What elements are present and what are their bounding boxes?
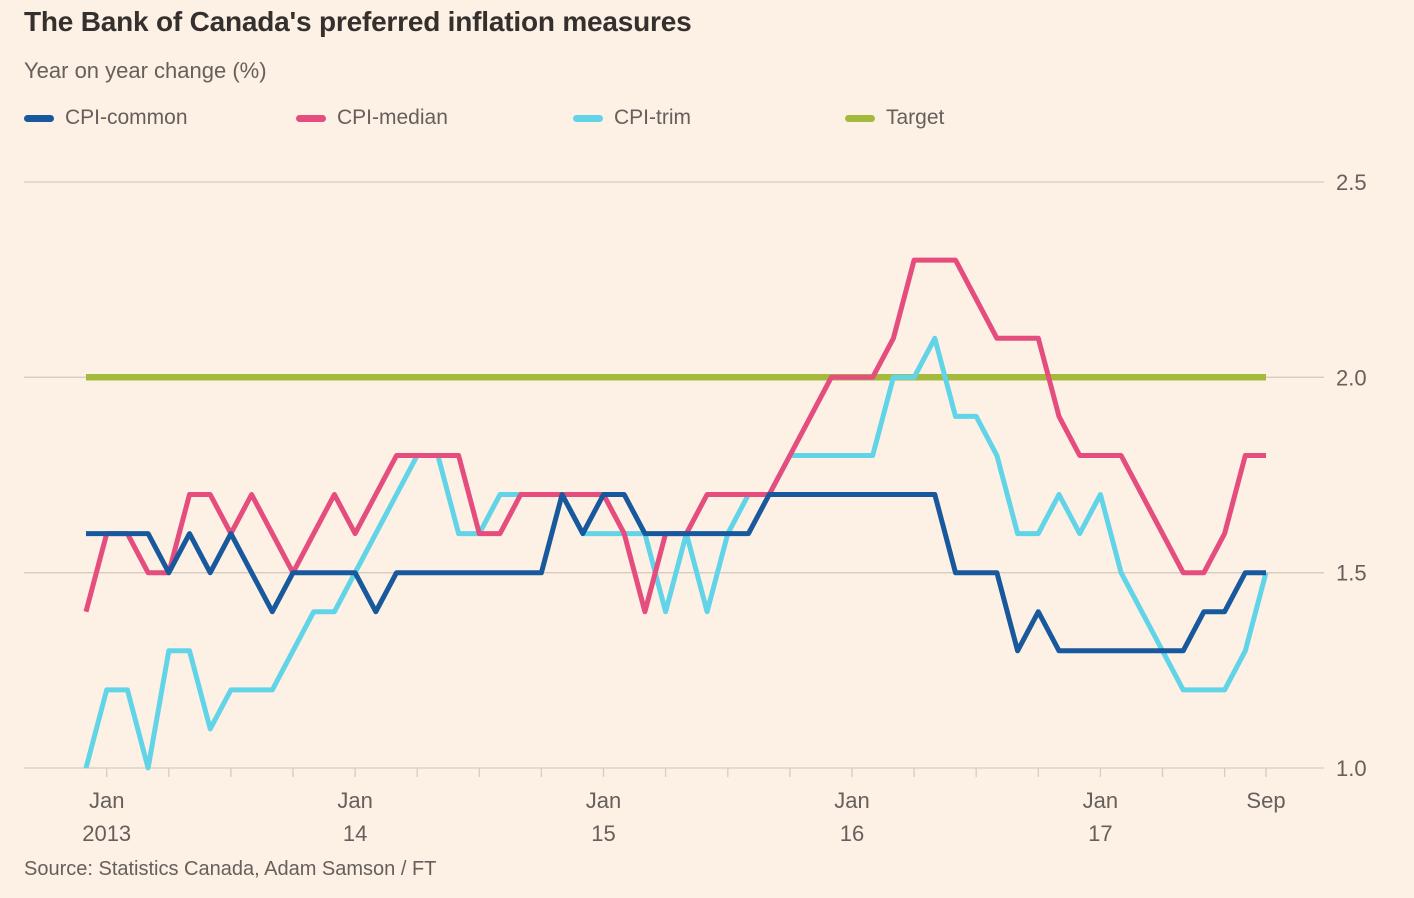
legend-swatch-icon — [296, 114, 326, 122]
legend-swatch-icon — [24, 114, 54, 122]
x-axis-label-month: Jan — [1083, 788, 1118, 813]
chart-title: The Bank of Canada's preferred inflation… — [24, 6, 692, 37]
legend-item-target: Target — [845, 104, 944, 132]
line-cpi-median — [83, 257, 1266, 615]
x-axis-label-month: Jan — [337, 788, 372, 813]
legend-label: CPI-common — [65, 106, 188, 129]
x-axis-label-year: 14 — [343, 821, 367, 846]
legend-label: CPI-trim — [614, 106, 691, 129]
x-axis-label-month: Jan — [586, 788, 621, 813]
x-axis-label-year: 17 — [1088, 821, 1112, 846]
x-axis-label-year: 2013 — [82, 821, 131, 846]
x-axis-label-month: Jan — [89, 788, 124, 813]
legend-label: Target — [886, 106, 945, 129]
x-axis-label-year: 16 — [840, 821, 864, 846]
y-axis-label: 2.0 — [1336, 365, 1367, 390]
legend: CPI-common CPI-median CPI-trim Target — [0, 104, 1414, 132]
line-cpi-trim — [83, 335, 1269, 771]
chart-subtitle: Year on year change (%) — [24, 58, 267, 83]
x-axis-label-year: 15 — [591, 821, 615, 846]
x-axis-label-month: Jan — [834, 788, 869, 813]
legend-swatch-icon — [845, 114, 875, 122]
x-axis-label-month: Sep — [1246, 788, 1285, 813]
y-axis-label: 1.5 — [1336, 561, 1367, 586]
y-axis-label: 1.0 — [1336, 756, 1367, 781]
legend-item-cpi-trim: CPI-trim — [573, 104, 691, 132]
chart-source: Source: Statistics Canada, Adam Samson /… — [24, 858, 437, 880]
legend-swatch-icon — [573, 114, 603, 122]
line-cpi-common — [86, 492, 1266, 654]
legend-item-cpi-median: CPI-median — [296, 104, 448, 132]
legend-item-cpi-common: CPI-common — [24, 104, 188, 132]
y-axis-label: 2.5 — [1336, 170, 1367, 195]
legend-label: CPI-median — [337, 106, 448, 129]
